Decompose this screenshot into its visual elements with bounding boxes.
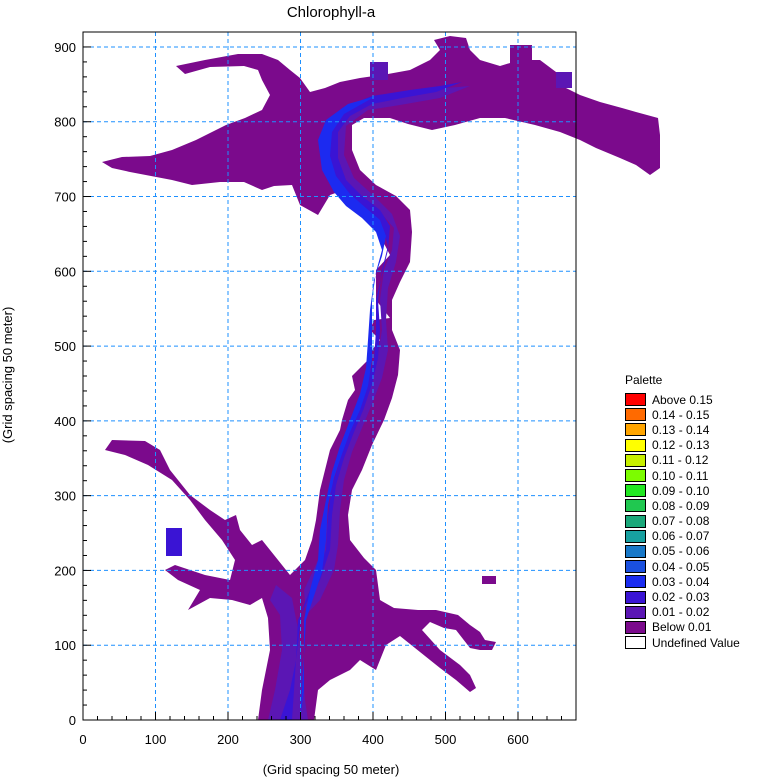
legend-label: 0.02 - 0.03 [652, 590, 710, 605]
legend-swatch [625, 499, 646, 513]
legend-swatch [625, 560, 646, 574]
patch [370, 62, 388, 80]
y-tick-label: 100 [54, 638, 76, 653]
legend-swatch [625, 605, 646, 619]
legend-label: 0.13 - 0.14 [652, 422, 710, 437]
legend-label: 0.07 - 0.08 [652, 514, 710, 529]
legend-label: 0.09 - 0.10 [652, 483, 710, 498]
legend-swatch [625, 469, 646, 483]
x-tick-label: 400 [362, 732, 384, 747]
patch [556, 72, 572, 88]
patch [482, 576, 496, 584]
y-tick-label: 200 [54, 563, 76, 578]
legend-swatch [625, 453, 646, 467]
y-tick-label: 900 [54, 40, 76, 55]
legend-item: 0.14 - 0.15 [625, 407, 782, 422]
legend-label: Above 0.15 [652, 392, 713, 407]
channel-band-2 [280, 82, 462, 720]
x-axis-tick-labels: 0 100 200 300 400 500 600 [79, 732, 528, 747]
y-tick-label: 600 [54, 264, 76, 279]
legend-item: 0.03 - 0.04 [625, 574, 782, 589]
map-title: Chlorophyll-a [287, 4, 376, 21]
y-tick-label: 0 [69, 713, 76, 728]
patch [166, 528, 182, 556]
x-tick-label: 500 [435, 732, 457, 747]
legend-swatch [625, 438, 646, 452]
x-tick-label: 0 [79, 732, 86, 747]
legend-swatch [625, 529, 646, 543]
legend-swatch [625, 484, 646, 498]
y-tick-label: 300 [54, 489, 76, 504]
patch [510, 45, 532, 65]
legend-label: 0.14 - 0.15 [652, 407, 710, 422]
legend-item: 0.05 - 0.06 [625, 544, 782, 559]
legend-label: 0.05 - 0.06 [652, 544, 710, 559]
legend-item: 0.09 - 0.10 [625, 483, 782, 498]
legend-swatch [625, 636, 646, 650]
x-tick-label: 300 [290, 732, 312, 747]
legend-label: 0.11 - 0.12 [652, 453, 709, 468]
y-axis-tick-labels: 0 100 200 300 400 500 600 700 800 900 [54, 40, 76, 728]
axis-ticks [82, 46, 562, 721]
legend-item: 0.01 - 0.02 [625, 605, 782, 620]
legend-swatch [625, 590, 646, 604]
y-tick-label: 400 [54, 414, 76, 429]
legend-swatch [625, 575, 646, 589]
legend-swatch [625, 423, 646, 437]
y-tick-label: 700 [54, 190, 76, 205]
legend-item: 0.06 - 0.07 [625, 529, 782, 544]
legend-swatch [625, 620, 646, 634]
x-tick-label: 100 [145, 732, 167, 747]
legend-item: 0.13 - 0.14 [625, 422, 782, 437]
channel-core [300, 96, 386, 720]
y-tick-label: 500 [54, 339, 76, 354]
legend-label: 0.03 - 0.04 [652, 574, 710, 589]
legend-swatch [625, 408, 646, 422]
legend-title: Palette [625, 373, 663, 387]
legend-swatch [625, 514, 646, 528]
palette-legend: Palette Above 0.15 0.14 - 0.15 0.13 - 0.14… [625, 372, 782, 650]
legend-label: 0.12 - 0.13 [652, 438, 710, 453]
legend-item: 0.08 - 0.09 [625, 498, 782, 513]
legend-item: 0.04 - 0.05 [625, 559, 782, 574]
legend-item: 0.02 - 0.03 [625, 589, 782, 604]
reservoir-shape [102, 36, 660, 720]
grid-lines [83, 32, 576, 720]
legend-label: 0.01 - 0.02 [652, 605, 710, 620]
legend-label: 0.04 - 0.05 [652, 559, 710, 574]
legend-label: 0.10 - 0.11 [652, 468, 709, 483]
legend-label: 0.06 - 0.07 [652, 529, 710, 544]
legend-item: 0.11 - 0.12 [625, 453, 782, 468]
legend-label: 0.08 - 0.09 [652, 498, 710, 513]
x-axis-label: (Grid spacing 50 meter) [263, 762, 400, 777]
y-tick-label: 800 [54, 115, 76, 130]
legend-item: Below 0.01 [625, 620, 782, 635]
legend-swatch [625, 544, 646, 558]
legend-label: Below 0.01 [652, 620, 712, 635]
legend-label: Undefined Value [652, 635, 740, 650]
legend-item: 0.07 - 0.08 [625, 514, 782, 529]
x-tick-label: 200 [217, 732, 239, 747]
y-axis-label: (Grid spacing 50 meter) [0, 307, 15, 444]
legend-item: 0.12 - 0.13 [625, 438, 782, 453]
legend-item: Above 0.15 [625, 392, 782, 407]
legend-item: 0.10 - 0.11 [625, 468, 782, 483]
legend-item: Undefined Value [625, 635, 782, 650]
x-tick-label: 600 [507, 732, 529, 747]
legend-swatch [625, 393, 646, 407]
legend-items: Above 0.15 0.14 - 0.15 0.13 - 0.14 0.12 - 0… [625, 392, 782, 650]
